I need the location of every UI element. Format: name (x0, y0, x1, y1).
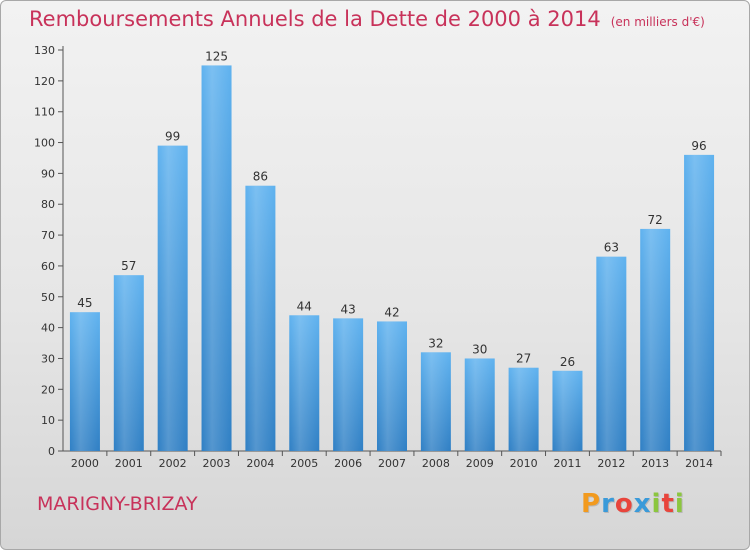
y-tick-label: 40 (41, 322, 55, 335)
logo-letter: o (614, 489, 634, 519)
bar-shine (289, 315, 320, 451)
x-tick-label: 2012 (597, 457, 625, 470)
x-tick-label: 2003 (203, 457, 231, 470)
bar-shine (377, 321, 407, 451)
x-tick-label: 2005 (290, 457, 318, 470)
y-tick-label: 110 (34, 106, 55, 119)
x-axis: 2000 2001 2002 2003 2004 2005 2006 2007 2008 2009… (63, 450, 722, 470)
bar-shine (333, 318, 364, 451)
y-tick-label: 60 (41, 260, 55, 273)
data-label: 43 (340, 302, 355, 316)
bar-shine (113, 275, 144, 451)
y-tick-label: 0 (48, 445, 55, 458)
bar-shine (69, 312, 100, 451)
data-label: 57 (121, 259, 136, 273)
x-tick-label: 2007 (378, 457, 406, 470)
y-tick-label: 130 (34, 44, 55, 57)
data-label: 86 (253, 170, 268, 184)
commune-name: MARIGNY-BRIZAY (37, 493, 198, 515)
data-labels: 45 57 99 125 86 44 43 42 32 30 27 26 63 72 96 (77, 49, 706, 368)
data-label: 125 (205, 49, 228, 63)
y-tick-label: 100 (34, 137, 55, 150)
data-label: 45 (77, 296, 92, 310)
data-label: 99 (165, 130, 180, 144)
x-tick-label: 2010 (510, 457, 538, 470)
data-label: 26 (560, 355, 575, 369)
chart-title-text: Remboursements Annuels de la Dette de 20… (29, 7, 601, 31)
data-label: 32 (428, 336, 443, 350)
data-label: 42 (384, 305, 399, 319)
bar-shine (157, 145, 188, 451)
bars (69, 65, 715, 451)
y-tick-label: 30 (41, 352, 55, 365)
bar-shine (684, 154, 715, 451)
y-tick-label: 80 (41, 198, 55, 211)
y-tick-label: 50 (41, 291, 55, 304)
y-tick-label: 120 (34, 75, 55, 88)
logo-letter: t (661, 489, 675, 519)
y-tick-label: 70 (41, 229, 55, 242)
y-tick-label: 20 (41, 383, 55, 396)
chart-title: Remboursements Annuels de la Dette de 20… (29, 7, 705, 31)
x-tick-label: 2014 (685, 457, 713, 470)
bar-shine (552, 370, 583, 451)
x-tick-label: 2011 (553, 457, 581, 470)
data-label: 27 (516, 352, 531, 366)
bar-shine (464, 358, 495, 451)
logo-letter: r (601, 489, 615, 519)
logo-letter: x (633, 489, 652, 519)
bar-shine (420, 352, 451, 451)
bar-shine (508, 367, 539, 451)
x-tick-label: 2004 (246, 457, 274, 470)
proxiti-logo: Proxiti (581, 489, 685, 519)
data-label: 44 (297, 299, 312, 313)
data-label: 30 (472, 342, 487, 356)
x-tick-label: 2009 (466, 457, 494, 470)
logo-letter: i (674, 489, 685, 519)
x-tick-label: 2006 (334, 457, 362, 470)
x-tick-label: 2000 (71, 457, 99, 470)
logo-letter: i (651, 489, 662, 519)
y-tick-label: 90 (41, 167, 55, 180)
bar-shine (201, 65, 232, 451)
x-tick-label: 2002 (159, 457, 187, 470)
x-tick-label: 2001 (115, 457, 143, 470)
data-label: 72 (648, 213, 663, 227)
y-tick-label: 10 (41, 414, 55, 427)
bar-shine (596, 256, 627, 451)
y-axis: 0 10 20 30 40 50 60 70 80 90 100 110 120 130 (34, 44, 64, 458)
data-label: 96 (691, 139, 706, 153)
bar-shine (245, 185, 276, 451)
bar-shine (640, 228, 671, 451)
x-tick-label: 2013 (641, 457, 669, 470)
x-tick-label: 2008 (422, 457, 450, 470)
data-label: 63 (604, 241, 619, 255)
chart-subtitle: (en milliers d'€) (610, 15, 705, 29)
logo-letter: P (581, 489, 602, 519)
